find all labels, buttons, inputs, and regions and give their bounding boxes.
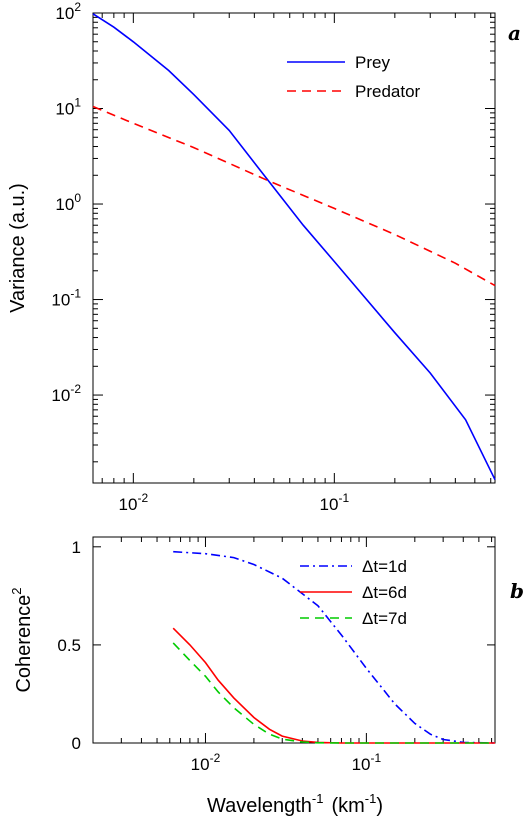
y-axis-ticks-b: 00.51 [57, 538, 495, 753]
series-line-1 [173, 550, 496, 744]
series-line-2 [92, 105, 496, 287]
panel-label-a: a [508, 21, 521, 45]
x-axis-label-b-base: Wavelength [207, 795, 312, 817]
x-tick-label-exp: -1 [338, 491, 349, 505]
y-axis-label-a: Variance (a.u.) [7, 183, 29, 313]
y-tick-label-base: 10 [55, 4, 74, 23]
series-line-1 [92, 13, 496, 481]
series-line-3 [172, 642, 495, 744]
x-tick-label-exp: -1 [371, 751, 382, 765]
y-tick-label: 10-1 [51, 287, 81, 310]
y-tick-label: 102 [55, 0, 81, 23]
y-tick-label-exp: -1 [70, 287, 81, 301]
x-tick-label: 10-2 [119, 491, 149, 514]
y-tick-label: 0 [72, 734, 81, 753]
legend-label: Predator [355, 82, 421, 101]
x-tick-label-base: 10 [320, 495, 339, 514]
x-tick-label-base: 10 [191, 755, 210, 774]
legend-label: Prey [355, 53, 390, 72]
y-axis-label-b-exp: 2 [9, 587, 24, 594]
y-tick-label-base: 10 [51, 386, 70, 405]
series-line-2 [172, 627, 495, 744]
x-tick-label-base: 10 [119, 495, 138, 514]
x-axis-ticks-b: 10-2 10-1 [92, 537, 493, 774]
y-axis-label-b-base: Coherence [13, 595, 35, 693]
x-tick-label-base: 10 [352, 755, 371, 774]
y-axis-label-b: Coherence2 [9, 587, 35, 692]
x-tick-label: 10-1 [320, 491, 350, 514]
y-tick-label: 1 [72, 538, 81, 557]
y-tick-label: 10-2 [51, 382, 81, 405]
legend-a: Prey Predator [287, 53, 421, 101]
x-tick-label: 10-1 [352, 751, 382, 774]
legend-label: Δt=1d [362, 557, 407, 576]
x-axis-label-b-unit-exp: -1 [365, 791, 377, 806]
x-axis-label-b: Wavelength-1 (km-1) [207, 791, 383, 817]
plot-frame-a [92, 12, 496, 484]
y-tick-label: 101 [55, 96, 81, 119]
y-tick-label-exp: 0 [74, 191, 81, 205]
y-tick-label-base: 10 [55, 195, 74, 214]
legend-b: Δt=1d Δt=6d Δt=7d [300, 557, 407, 628]
x-axis-label-b-exp: -1 [312, 791, 324, 806]
y-tick-label: 100 [55, 191, 81, 214]
x-tick-label-exp: -2 [137, 491, 148, 505]
x-tick-label: 10-2 [191, 751, 221, 774]
legend-label: Δt=7d [362, 609, 407, 628]
series-group-b [172, 550, 496, 744]
y-tick-label-exp: 1 [74, 96, 81, 110]
plot-frame-b [92, 536, 496, 744]
x-tick-label-exp: -2 [210, 751, 221, 765]
x-axis-label-b-unit: (km [331, 795, 364, 817]
y-tick-label-exp: 2 [74, 0, 81, 14]
series-group-a [92, 13, 496, 481]
x-axis-ticks-a: 10-2 10-1 [101, 13, 492, 514]
x-axis-label-b-unit-close: ) [376, 795, 383, 817]
y-tick-label-exp: -2 [70, 382, 81, 396]
y-tick-label-base: 10 [51, 291, 70, 310]
y-tick-label: 0.5 [57, 636, 81, 655]
panel-label-b: b [510, 579, 524, 603]
y-tick-label-base: 10 [55, 100, 74, 119]
legend-label: Δt=6d [362, 583, 407, 602]
